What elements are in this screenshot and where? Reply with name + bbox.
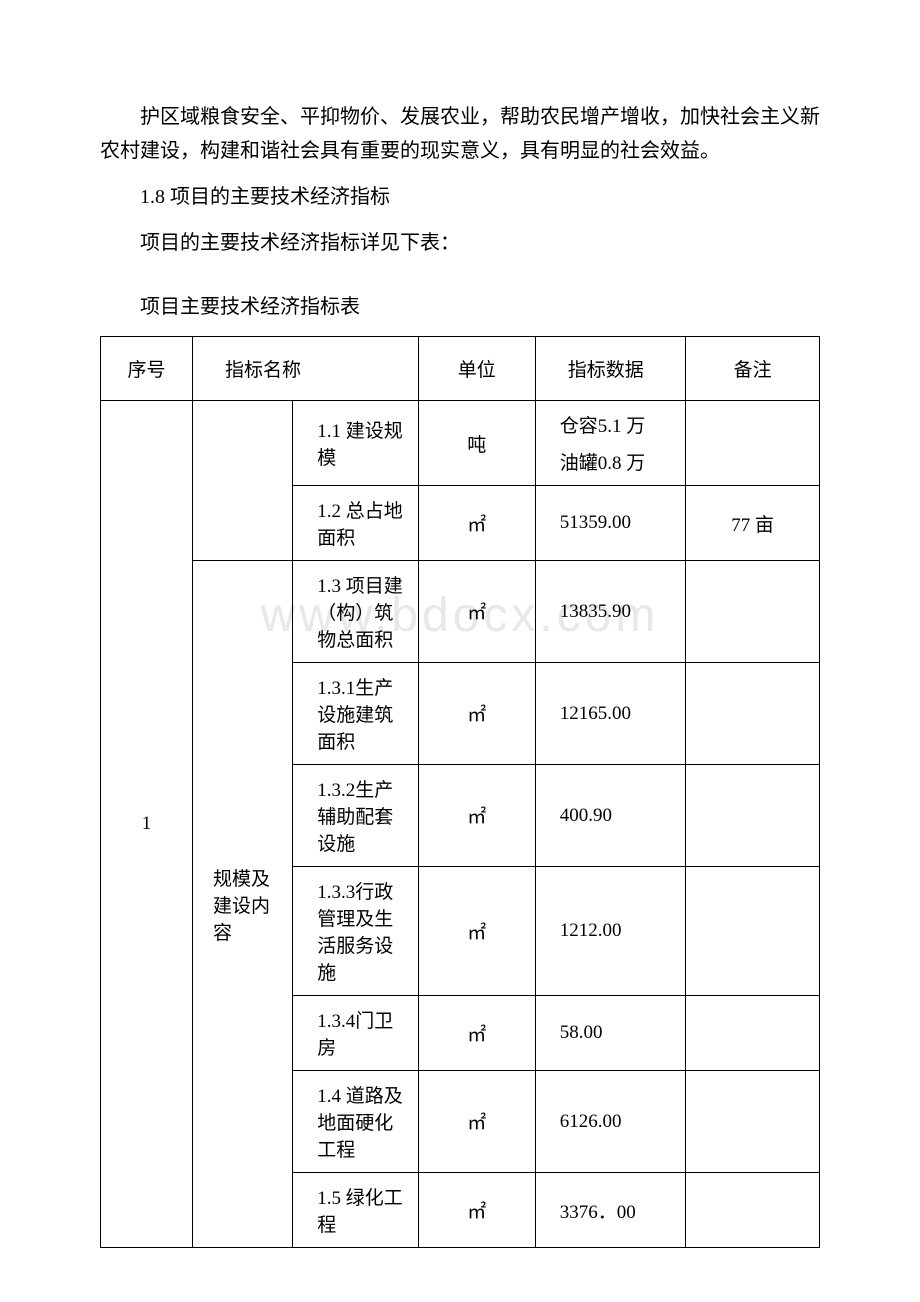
cell-name: 1.3.2生产辅助配套设施 — [293, 765, 418, 867]
header-remark: 备注 — [686, 337, 820, 401]
cell-group-scale: 规模及建设内容 — [192, 561, 292, 1248]
cell-unit: ㎡ — [418, 663, 535, 765]
cell-name: 1.3.3行政管理及生活服务设施 — [293, 867, 418, 996]
table-header-row: 序号 指标名称 单位 指标数据 备注 — [101, 337, 820, 401]
cell-unit: 吨 — [418, 401, 535, 486]
cell-unit: ㎡ — [418, 867, 535, 996]
cell-remark — [686, 561, 820, 663]
table-caption: 项目主要技术经济指标表 — [100, 290, 820, 324]
cell-group-empty — [192, 401, 292, 561]
cell-unit: ㎡ — [418, 996, 535, 1071]
cell-remark — [686, 1173, 820, 1248]
cell-data: 6126.00 — [535, 1071, 685, 1173]
cell-name: 1.5 绿化工程 — [293, 1173, 418, 1248]
cell-name: 1.3.1生产设施建筑面积 — [293, 663, 418, 765]
cell-remark — [686, 663, 820, 765]
cell-seq-1: 1 — [101, 401, 193, 1248]
section-heading-1-8: 1.8 项目的主要技术经济指标 — [100, 180, 820, 214]
cell-data: 仓容5.1 万 油罐0.8 万 — [535, 401, 685, 486]
cell-name: 1.4 道路及地面硬化工程 — [293, 1071, 418, 1173]
cell-remark — [686, 996, 820, 1071]
cell-unit: ㎡ — [418, 561, 535, 663]
indicators-table: 序号 指标名称 单位 指标数据 备注 1 1.1 建设规模 吨 仓容5.1 万 … — [100, 336, 820, 1248]
cell-data: 3376．00 — [535, 1173, 685, 1248]
cell-data: 13835.90 — [535, 561, 685, 663]
cell-data-line2: 油罐0.8 万 — [560, 448, 677, 475]
cell-unit: ㎡ — [418, 486, 535, 561]
cell-name: 1.3.4门卫房 — [293, 996, 418, 1071]
cell-unit: ㎡ — [418, 1173, 535, 1248]
cell-data: 1212.00 — [535, 867, 685, 996]
cell-remark — [686, 765, 820, 867]
cell-data: 51359.00 — [535, 486, 685, 561]
cell-remark: 77 亩 — [686, 486, 820, 561]
cell-data: 58.00 — [535, 996, 685, 1071]
cell-data: 12165.00 — [535, 663, 685, 765]
cell-remark — [686, 867, 820, 996]
header-data: 指标数据 — [535, 337, 685, 401]
table-row: 规模及建设内容 1.3 项目建（构）筑物总面积 ㎡ 13835.90 — [101, 561, 820, 663]
document-content: 护区域粮食安全、平抑物价、发展农业，帮助农民增产增收，加快社会主义新农村建设，构… — [100, 100, 820, 1248]
header-name: 指标名称 — [192, 337, 418, 401]
paragraph-continuation: 护区域粮食安全、平抑物价、发展农业，帮助农民增产增收，加快社会主义新农村建设，构… — [100, 100, 820, 168]
cell-name: 1.1 建设规模 — [293, 401, 418, 486]
cell-data: 400.90 — [535, 765, 685, 867]
cell-remark — [686, 1071, 820, 1173]
table-row: 1 1.1 建设规模 吨 仓容5.1 万 油罐0.8 万 — [101, 401, 820, 486]
cell-remark — [686, 401, 820, 486]
cell-name: 1.3 项目建（构）筑物总面积 — [293, 561, 418, 663]
header-unit: 单位 — [418, 337, 535, 401]
cell-name: 1.2 总占地面积 — [293, 486, 418, 561]
cell-unit: ㎡ — [418, 765, 535, 867]
cell-unit: ㎡ — [418, 1071, 535, 1173]
header-seq: 序号 — [101, 337, 193, 401]
paragraph-intro: 项目的主要技术经济指标详见下表： — [100, 226, 820, 260]
cell-data-line1: 仓容5.1 万 — [560, 416, 646, 437]
